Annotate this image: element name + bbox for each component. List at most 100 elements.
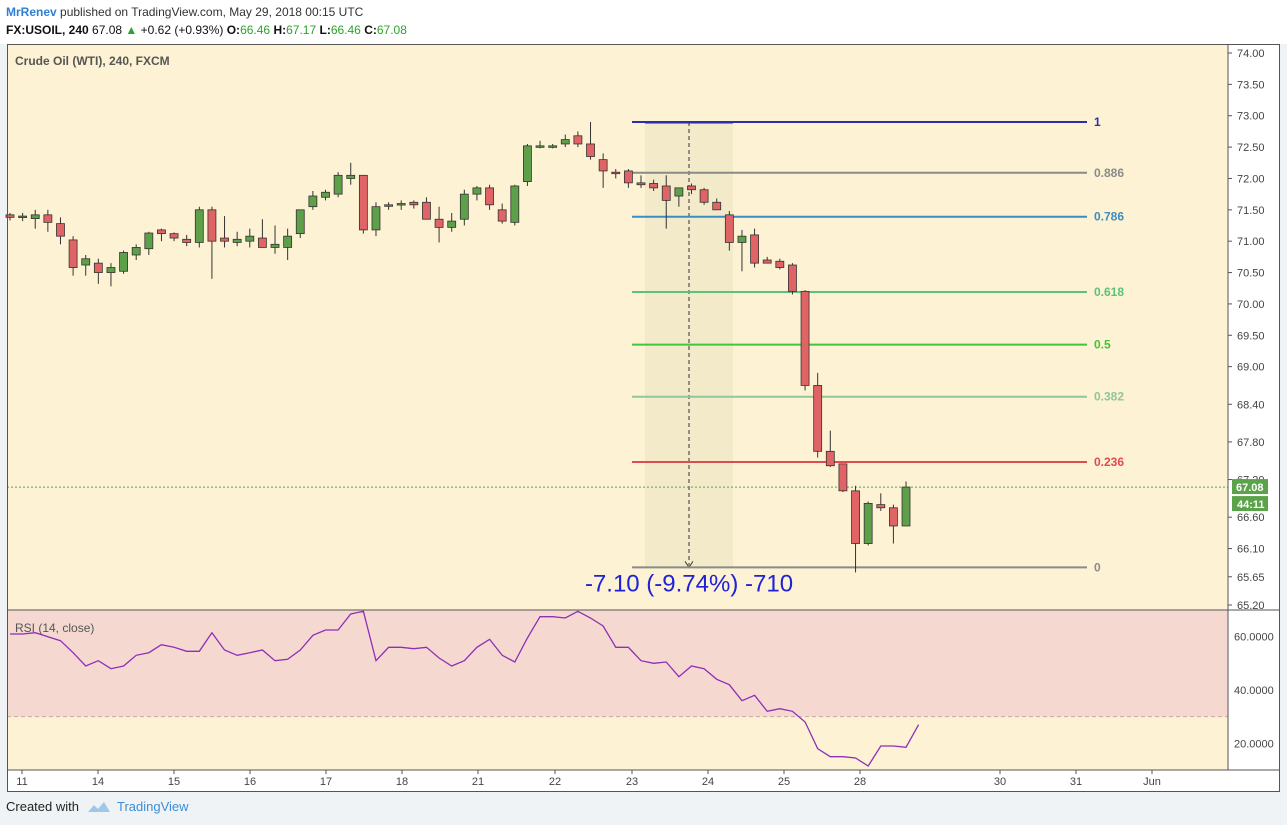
candle[interactable]: [207, 206, 217, 279]
candle[interactable]: [724, 211, 734, 251]
symbol-label: FX:USOIL, 240: [6, 23, 89, 37]
candle[interactable]: [661, 175, 671, 229]
candle[interactable]: [106, 263, 116, 287]
candle[interactable]: [56, 217, 65, 245]
candle[interactable]: [535, 140, 545, 149]
candle[interactable]: [863, 501, 873, 546]
candle[interactable]: [560, 134, 570, 148]
candle[interactable]: [472, 185, 482, 201]
time-tick-label: 15: [168, 776, 180, 788]
countdown-tag: [1232, 496, 1268, 512]
time-axis[interactable]: [7, 770, 1280, 792]
price-pane[interactable]: [7, 44, 1228, 610]
price-tick-label: 66.10: [1237, 544, 1265, 556]
candle-body: [68, 239, 78, 268]
candle-body: [788, 264, 797, 292]
candle[interactable]: [523, 143, 532, 186]
candle[interactable]: [43, 209, 53, 232]
candle[interactable]: [838, 463, 848, 493]
last-price-tag: [1232, 479, 1268, 495]
candle[interactable]: [674, 187, 684, 207]
candle[interactable]: [623, 169, 633, 188]
candle-body: [308, 195, 318, 208]
candle[interactable]: [119, 250, 128, 274]
candle[interactable]: [371, 202, 381, 237]
chart-canvas[interactable]: 1 0.886 0.786 0.618 0.5 0.382 0.236 0 74.00 73.5…: [0, 44, 1287, 792]
candle[interactable]: [308, 191, 318, 210]
candle-body: [485, 187, 494, 206]
candle[interactable]: [283, 228, 293, 260]
candle[interactable]: [18, 212, 28, 222]
candle[interactable]: [649, 179, 659, 191]
candle[interactable]: [573, 131, 583, 148]
candle[interactable]: [459, 189, 469, 226]
candle[interactable]: [434, 206, 444, 243]
candle[interactable]: [346, 162, 356, 185]
candle[interactable]: [497, 203, 507, 224]
candle[interactable]: [270, 225, 280, 254]
chart-frame: [7, 44, 1280, 792]
candle[interactable]: [144, 231, 154, 255]
candle[interactable]: [762, 256, 772, 264]
candle[interactable]: [358, 174, 368, 234]
candle[interactable]: [81, 254, 91, 276]
candle-body: [586, 143, 595, 157]
candle[interactable]: [93, 258, 103, 284]
candle[interactable]: [548, 143, 558, 149]
candle[interactable]: [876, 493, 886, 511]
candle[interactable]: [194, 206, 204, 248]
candle[interactable]: [636, 175, 646, 188]
candle[interactable]: [384, 202, 394, 210]
candle[interactable]: [321, 189, 330, 201]
candle-body: [863, 502, 873, 544]
candle-body: [157, 229, 166, 235]
candle[interactable]: [800, 290, 810, 391]
candle[interactable]: [68, 236, 78, 276]
rsi-line[interactable]: [10, 610, 920, 767]
candle[interactable]: [889, 504, 898, 544]
candle[interactable]: [598, 153, 608, 188]
candle[interactable]: [825, 430, 835, 467]
candle[interactable]: [157, 228, 166, 242]
candle[interactable]: [333, 172, 343, 198]
price-axis[interactable]: [1228, 44, 1280, 770]
candle[interactable]: [901, 481, 911, 527]
countdown-tag-text: 44:11: [1237, 499, 1265, 511]
candle[interactable]: [775, 258, 785, 270]
candle[interactable]: [232, 231, 242, 247]
time-tick-label: 11: [16, 776, 27, 788]
candle[interactable]: [131, 244, 141, 260]
candle[interactable]: [712, 198, 722, 211]
candle[interactable]: [813, 372, 823, 458]
candle[interactable]: [699, 187, 709, 205]
price-tick-label: 65.20: [1237, 600, 1265, 612]
candle[interactable]: [220, 216, 229, 248]
candle[interactable]: [169, 232, 179, 242]
candle[interactable]: [30, 209, 40, 229]
candle[interactable]: [182, 234, 192, 247]
candle[interactable]: [245, 228, 255, 248]
candle[interactable]: [586, 122, 595, 160]
candle[interactable]: [447, 212, 457, 232]
created-with-text: Created with: [6, 799, 79, 814]
candle-body: [535, 145, 545, 148]
candle[interactable]: [750, 228, 759, 268]
candle[interactable]: [396, 200, 406, 210]
candle[interactable]: [611, 169, 621, 179]
tradingview-link[interactable]: TradingView: [116, 799, 189, 814]
candle[interactable]: [510, 184, 520, 226]
candle[interactable]: [5, 212, 15, 221]
candle[interactable]: [737, 229, 747, 272]
candle-body: [131, 247, 141, 256]
candle-body: [548, 145, 558, 148]
candle[interactable]: [409, 200, 419, 209]
candle[interactable]: [687, 183, 696, 195]
candle[interactable]: [485, 184, 494, 210]
candle[interactable]: [295, 209, 305, 239]
author-link[interactable]: MrRenev: [6, 5, 57, 19]
candle[interactable]: [422, 197, 431, 220]
candle[interactable]: [851, 485, 860, 573]
candle-body: [687, 185, 696, 191]
candle[interactable]: [788, 263, 797, 295]
candle[interactable]: [257, 219, 267, 248]
